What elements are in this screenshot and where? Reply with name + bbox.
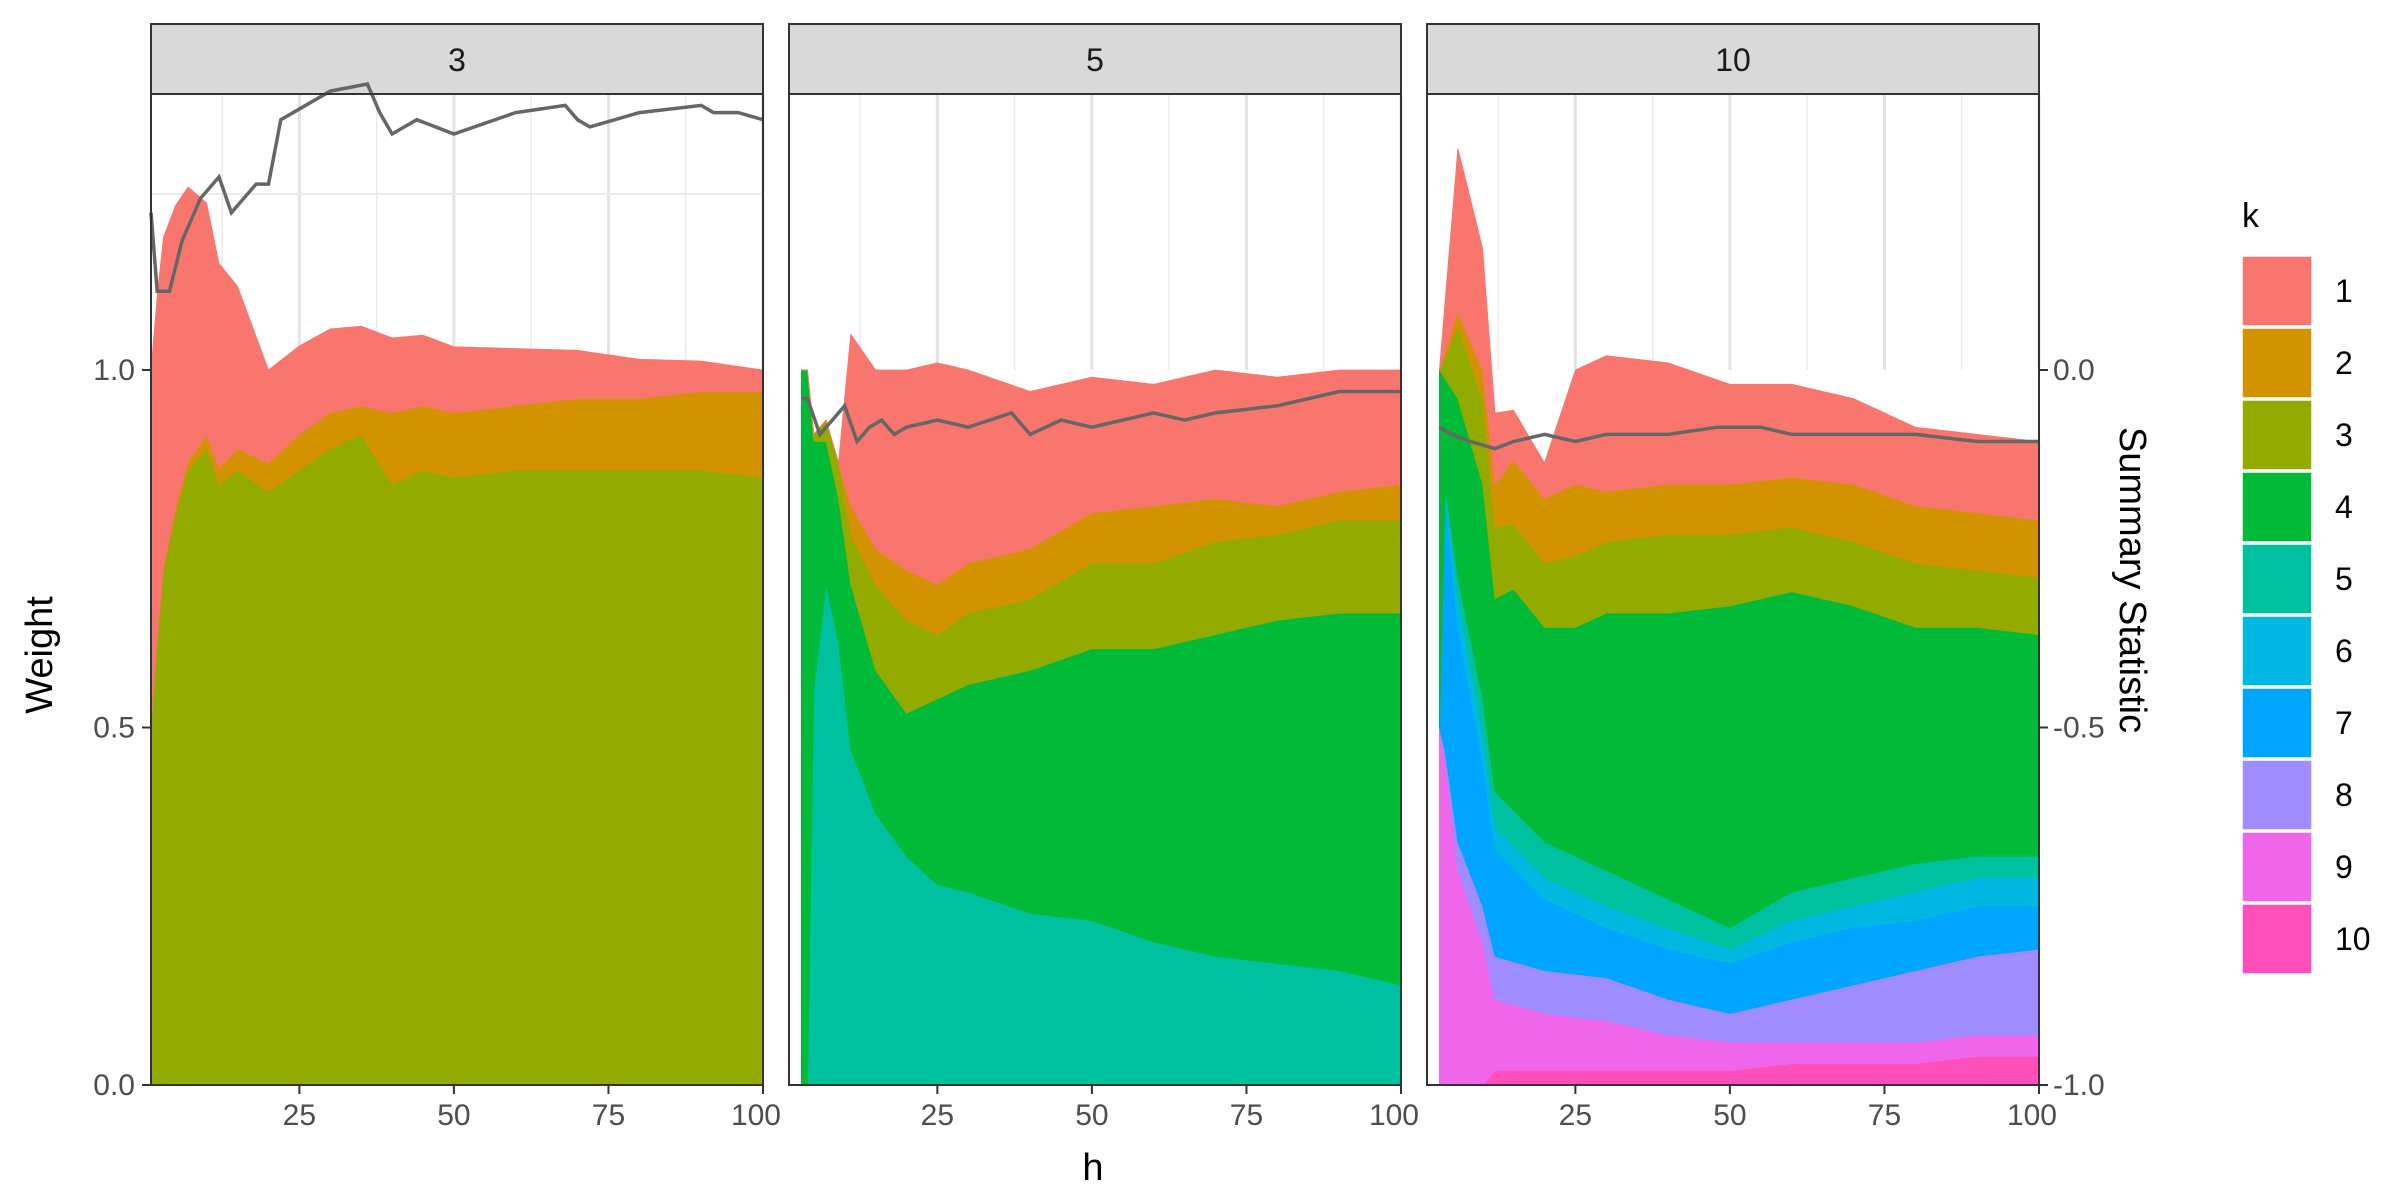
x-tick-label: 75 [1868,1099,1901,1132]
legend-label: 8 [2335,777,2353,813]
summary-statistic-line [149,82,764,294]
facet-strip [1426,23,2040,95]
facet-strip-label: 10 [1715,42,1751,78]
y-axis: 0.0 0.5 1.0 [93,354,151,1102]
legend-swatch-k7 [2241,687,2313,759]
legend: k 1 2 3 4 5 6 7 8 9 10 [2241,197,2371,975]
x-tick-label: 25 [921,1099,954,1132]
legend-label: 6 [2335,633,2353,669]
legend-swatch-k3 [2241,399,2313,471]
x-tick-label: 50 [1713,1099,1746,1132]
panel-border [150,93,764,1086]
legend-swatch-k4 [2241,471,2313,543]
legend-label: 7 [2335,705,2353,741]
y-tick-label: 0.5 [93,712,135,745]
secondary-y-axis: -1.0 -0.5 0.0 [2039,354,2105,1102]
facet-panel-3: 3 25 50 75 100 [149,23,781,1132]
legend-swatch-k1 [2241,255,2313,327]
legend-items: 1 2 3 4 5 6 7 8 9 10 [2241,255,2371,975]
facet-panels: 3 25 50 75 100 5 25 50 75 100 10 25 50 75 100 0.0 0.5 1.0… [93,23,2105,1132]
x-tick-label: 25 [283,1099,316,1132]
y-axis-label: Weight [19,596,61,714]
weight-areas [150,186,764,1086]
legend-label: 3 [2335,417,2353,453]
facet-panel-10: 10 25 50 75 100 [1426,23,2057,1132]
x-tick-label: 100 [2007,1099,2057,1132]
legend-label: 9 [2335,849,2353,885]
x-tick-label: 100 [731,1099,781,1132]
legend-swatch-k9 [2241,831,2313,903]
legend-swatch-k8 [2241,759,2313,831]
legend-swatch-k2 [2241,327,2313,399]
facet-strip-label: 5 [1086,42,1104,78]
legend-swatch-k5 [2241,543,2313,615]
legend-label: 10 [2335,921,2371,957]
legend-title: k [2242,197,2260,235]
x-axis: 25 50 75 100 [921,1085,1419,1132]
y-tick-label: 0.0 [93,1069,135,1102]
x-tick-label: 50 [1075,1099,1108,1132]
facet-strip-label: 3 [448,42,466,78]
panel-border [788,93,1402,1086]
summary-statistic-line [1438,425,2039,451]
facet-strip [150,23,764,95]
secondary-y-axis-label: Summary Statistic [2111,427,2153,733]
weight-areas [1438,148,2040,1086]
grid-lines [859,94,1403,370]
legend-label: 2 [2335,345,2353,381]
facet-panel-5: 5 25 50 75 100 [788,23,1419,1132]
y2-tick-label: 0.0 [2053,354,2095,387]
y2-tick-label: -0.5 [2053,712,2105,745]
panel-border [1426,93,2040,1086]
summary-statistic-line [801,389,1401,445]
legend-label: 1 [2335,273,2353,309]
legend-swatch-k6 [2241,615,2313,687]
x-axis: 25 50 75 100 [1559,1085,2057,1132]
x-tick-label: 50 [437,1099,470,1132]
y-tick-label: 1.0 [93,354,135,387]
facet-strip [788,23,1402,95]
x-tick-label: 100 [1369,1099,1419,1132]
x-axis-label: h [1082,1147,1103,1189]
x-axis: 25 50 75 100 [283,1085,781,1132]
y2-tick-label: -1.0 [2053,1069,2105,1102]
weight-area-k3 [150,433,764,1086]
legend-label: 4 [2335,489,2353,525]
x-tick-label: 25 [1559,1099,1592,1132]
legend-swatch-k10 [2241,903,2313,975]
x-tick-label: 75 [592,1099,625,1132]
legend-label: 5 [2335,561,2353,597]
weight-areas [801,333,1402,1086]
x-tick-label: 75 [1230,1099,1263,1132]
